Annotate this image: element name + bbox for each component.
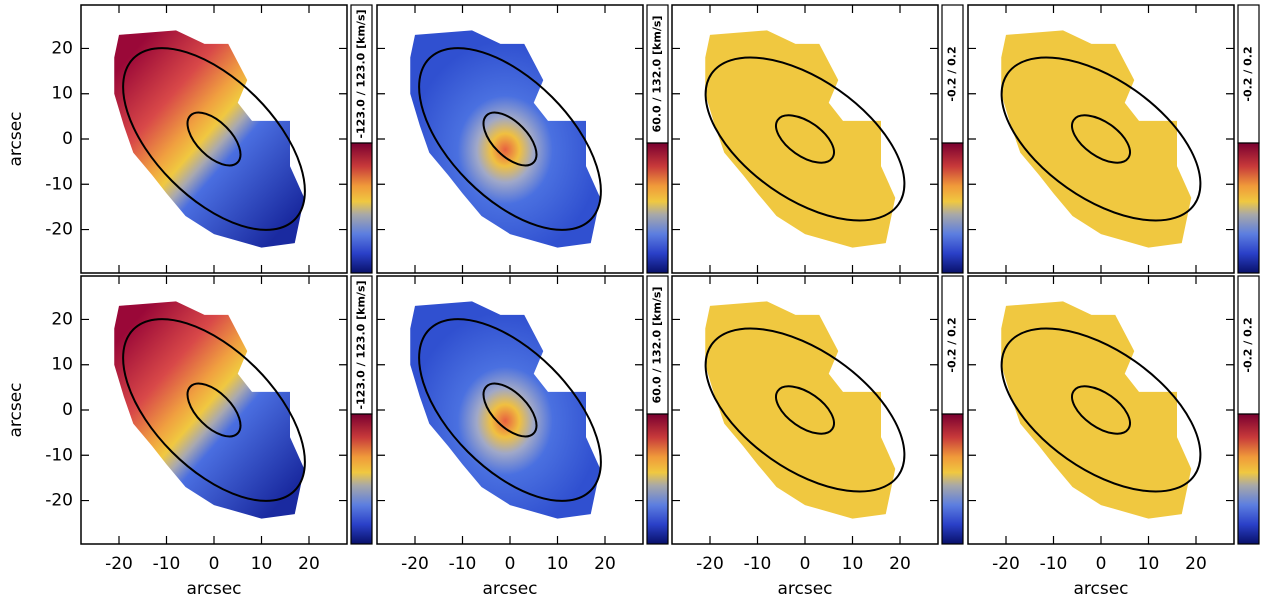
x-tick-label: -10 bbox=[153, 554, 181, 574]
x-tick-label: -10 bbox=[744, 554, 772, 574]
y-tick-label: 0 bbox=[62, 400, 73, 420]
colorbar-label: 60.0 / 132.0 [km/s] bbox=[651, 287, 664, 404]
contour bbox=[775, 385, 835, 435]
colorbar-label: -123.0 / 123.0 [km/s] bbox=[355, 280, 368, 409]
colorbar-label: -0.2 / 0.2 bbox=[946, 317, 959, 372]
galaxy-map bbox=[705, 301, 896, 519]
x-tick-label: 0 bbox=[800, 554, 811, 574]
colorbar-label: -123.0 / 123.0 [km/s] bbox=[355, 9, 368, 138]
x-tick-label: -10 bbox=[1040, 554, 1068, 574]
y-tick-label: 20 bbox=[51, 309, 73, 329]
x-tick-label: 0 bbox=[505, 554, 516, 574]
panel: -20 -10 0 10 20 -20 -10 0 10 20 arcsec arcsec -123.0… bbox=[6, 275, 373, 599]
x-tick-label: 20 bbox=[1185, 554, 1207, 574]
contour bbox=[1071, 114, 1131, 164]
x-axis-label: arcsec bbox=[1073, 579, 1128, 599]
colorbar bbox=[350, 142, 373, 274]
contour bbox=[186, 111, 242, 167]
x-tick-label: -20 bbox=[105, 554, 133, 574]
colorbar bbox=[646, 142, 669, 274]
x-axis-label: arcsec bbox=[777, 579, 832, 599]
galaxy-map bbox=[1001, 30, 1192, 248]
galaxy-map bbox=[410, 30, 601, 248]
contour bbox=[1000, 56, 1202, 222]
contour bbox=[1000, 327, 1202, 493]
y-tick-label: 20 bbox=[51, 38, 73, 58]
x-tick-label: 10 bbox=[547, 554, 569, 574]
contour bbox=[418, 47, 602, 231]
y-axis-label: arcsec bbox=[6, 382, 26, 437]
galaxy-map bbox=[114, 30, 305, 248]
contour bbox=[482, 111, 538, 167]
panel: -20 -10 0 10 20 arcsec -0.2 / 0.2 bbox=[967, 275, 1260, 599]
x-axis-label: arcsec bbox=[482, 579, 537, 599]
x-tick-label: 20 bbox=[298, 554, 320, 574]
contour bbox=[1071, 385, 1131, 435]
contour bbox=[482, 382, 538, 438]
galaxy-map bbox=[705, 30, 896, 248]
contour bbox=[704, 327, 906, 493]
panel: 60.0 / 132.0 [km/s] bbox=[376, 4, 669, 274]
colorbar bbox=[1237, 142, 1260, 274]
colorbar bbox=[941, 413, 964, 545]
y-tick-label: -10 bbox=[45, 174, 73, 194]
y-tick-label: -20 bbox=[45, 491, 73, 511]
colorbar-label: 60.0 / 132.0 [km/s] bbox=[651, 16, 664, 133]
x-axis-label: arcsec bbox=[186, 579, 241, 599]
y-tick-label: -20 bbox=[45, 220, 73, 240]
colorbar-label: -0.2 / 0.2 bbox=[1242, 46, 1255, 101]
galaxy-map bbox=[410, 301, 601, 519]
x-tick-label: 20 bbox=[594, 554, 616, 574]
colorbar bbox=[350, 413, 373, 545]
panel: -20 -10 0 10 20 arcsec -123.0 / 123.0 [km/s] bbox=[6, 4, 373, 274]
x-tick-label: -20 bbox=[401, 554, 429, 574]
x-tick-label: 10 bbox=[1138, 554, 1160, 574]
colorbar bbox=[1237, 413, 1260, 545]
contour bbox=[418, 318, 602, 502]
panel: -0.2 / 0.2 bbox=[967, 4, 1260, 274]
colorbar bbox=[646, 413, 669, 545]
panel: -0.2 / 0.2 bbox=[671, 4, 964, 274]
contour bbox=[122, 318, 306, 502]
panel: -20 -10 0 10 20 arcsec 60.0 / 132.0 [km/s] bbox=[376, 275, 669, 599]
x-tick-label: -10 bbox=[449, 554, 477, 574]
contour bbox=[704, 56, 906, 222]
x-tick-label: 10 bbox=[251, 554, 273, 574]
x-tick-label: 0 bbox=[1096, 554, 1107, 574]
y-axis-label: arcsec bbox=[6, 111, 26, 166]
galaxy-map bbox=[114, 301, 305, 519]
contour bbox=[775, 114, 835, 164]
y-tick-label: 10 bbox=[51, 84, 73, 104]
contour bbox=[186, 382, 242, 438]
y-tick-label: -10 bbox=[45, 445, 73, 465]
contour bbox=[122, 47, 306, 231]
colorbar-label: -0.2 / 0.2 bbox=[1242, 317, 1255, 372]
colorbar-label: -0.2 / 0.2 bbox=[946, 46, 959, 101]
galaxy-map bbox=[1001, 301, 1192, 519]
y-tick-label: 10 bbox=[51, 355, 73, 375]
x-tick-label: 10 bbox=[842, 554, 864, 574]
x-tick-label: 0 bbox=[209, 554, 220, 574]
y-tick-label: 0 bbox=[62, 129, 73, 149]
x-tick-label: 20 bbox=[889, 554, 911, 574]
colorbar bbox=[941, 142, 964, 274]
x-tick-label: -20 bbox=[992, 554, 1020, 574]
x-tick-label: -20 bbox=[696, 554, 724, 574]
panel: -20 -10 0 10 20 arcsec -0.2 / 0.2 bbox=[671, 275, 964, 599]
